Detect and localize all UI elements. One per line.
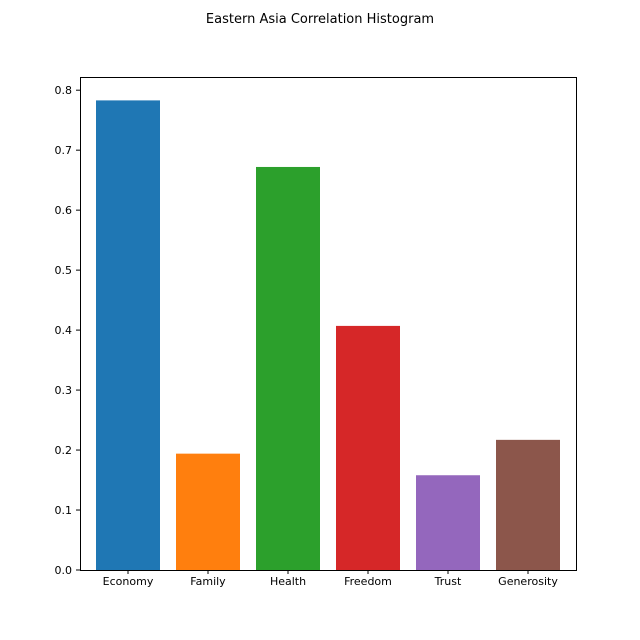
bar-trust bbox=[416, 475, 480, 570]
y-tick-label: 0.3 bbox=[55, 384, 73, 397]
chart-title: Eastern Asia Correlation Histogram bbox=[206, 12, 434, 27]
bar-family bbox=[176, 453, 240, 570]
y-tick-label: 0.4 bbox=[55, 324, 73, 337]
x-tick-label: Freedom bbox=[344, 575, 392, 588]
x-tick-label: Family bbox=[190, 575, 226, 588]
y-tick-label: 0.5 bbox=[55, 264, 73, 277]
y-tick-label: 0.7 bbox=[55, 144, 73, 157]
y-tick-label: 0.0 bbox=[55, 564, 73, 577]
bar-generosity bbox=[496, 439, 560, 570]
bar-freedom bbox=[336, 325, 400, 570]
x-tick-label: Trust bbox=[434, 575, 462, 588]
y-tick-label: 0.6 bbox=[55, 204, 73, 217]
y-tick-label: 0.2 bbox=[55, 444, 73, 457]
y-tick-label: 0.8 bbox=[55, 84, 73, 97]
bars-group bbox=[96, 100, 560, 570]
y-tick-label: 0.1 bbox=[55, 504, 73, 517]
x-axis: Economy Family Health Freedom Trust Generosit… bbox=[103, 570, 558, 588]
plot-frame bbox=[80, 77, 577, 571]
y-axis: 0.0 0.1 0.2 0.3 0.4 0.5 0.6 0.7 0.8 bbox=[55, 84, 80, 577]
bar-economy bbox=[96, 100, 160, 570]
x-tick-label: Economy bbox=[103, 575, 154, 588]
bar-health bbox=[256, 166, 320, 570]
x-tick-label: Health bbox=[270, 575, 306, 588]
x-tick-label: Generosity bbox=[498, 575, 558, 588]
